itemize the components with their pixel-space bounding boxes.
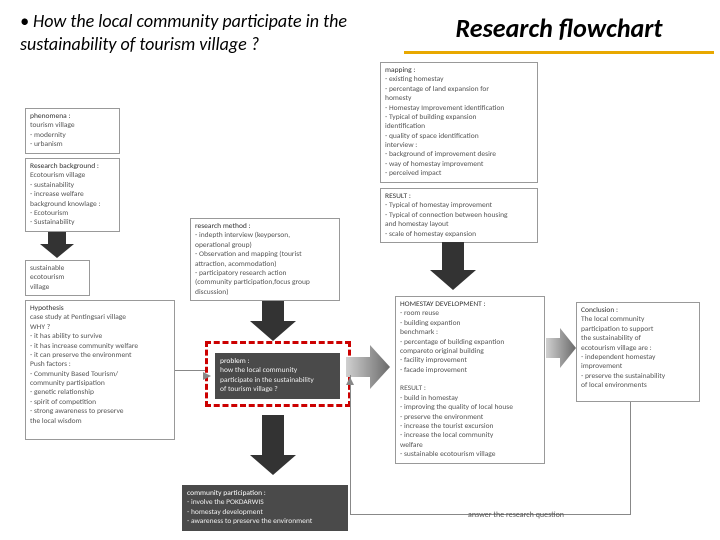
arrow-down-icon bbox=[250, 301, 296, 341]
arrow-down-icon bbox=[40, 232, 74, 258]
connector-line bbox=[350, 375, 351, 515]
arrow-down-icon bbox=[430, 242, 476, 290]
arrowhead-icon bbox=[346, 371, 354, 390]
arrowhead-icon bbox=[203, 366, 211, 385]
box-homestay: HOMESTAY DEVELOPMENT :- room reuse- buil… bbox=[395, 296, 545, 464]
answer-label: answer the research question bbox=[468, 510, 564, 520]
problem-highlight bbox=[205, 341, 351, 407]
box-result1: RESULT :- Typical of homestay improvemen… bbox=[380, 188, 538, 243]
box-sustainable: sustainableecotourismvillage bbox=[25, 260, 90, 296]
title-box: Research flowchart bbox=[404, 4, 714, 54]
box-phenomena: phenomena :tourism village- modernity- u… bbox=[25, 108, 120, 154]
arrow-right-icon bbox=[546, 328, 576, 373]
box-hypothesis: Hypothesiscase study at Pentingsari vill… bbox=[25, 300, 175, 440]
connector-line bbox=[175, 370, 205, 371]
connector-line bbox=[630, 402, 631, 514]
arrow-down-icon bbox=[250, 415, 296, 475]
research-question: How the local community participate in t… bbox=[20, 10, 360, 57]
page-title: Research flowchart bbox=[456, 12, 663, 44]
box-participation: community participation :- involve the P… bbox=[182, 485, 348, 531]
box-background: Research background :Ecotourism village-… bbox=[25, 158, 120, 232]
box-mapping: mapping :- existing homestay- percentage… bbox=[380, 62, 538, 183]
box-method: research method :- indepth interview (ke… bbox=[190, 218, 340, 301]
box-conclusion: Conclusion :The local communityparticipa… bbox=[576, 302, 700, 402]
